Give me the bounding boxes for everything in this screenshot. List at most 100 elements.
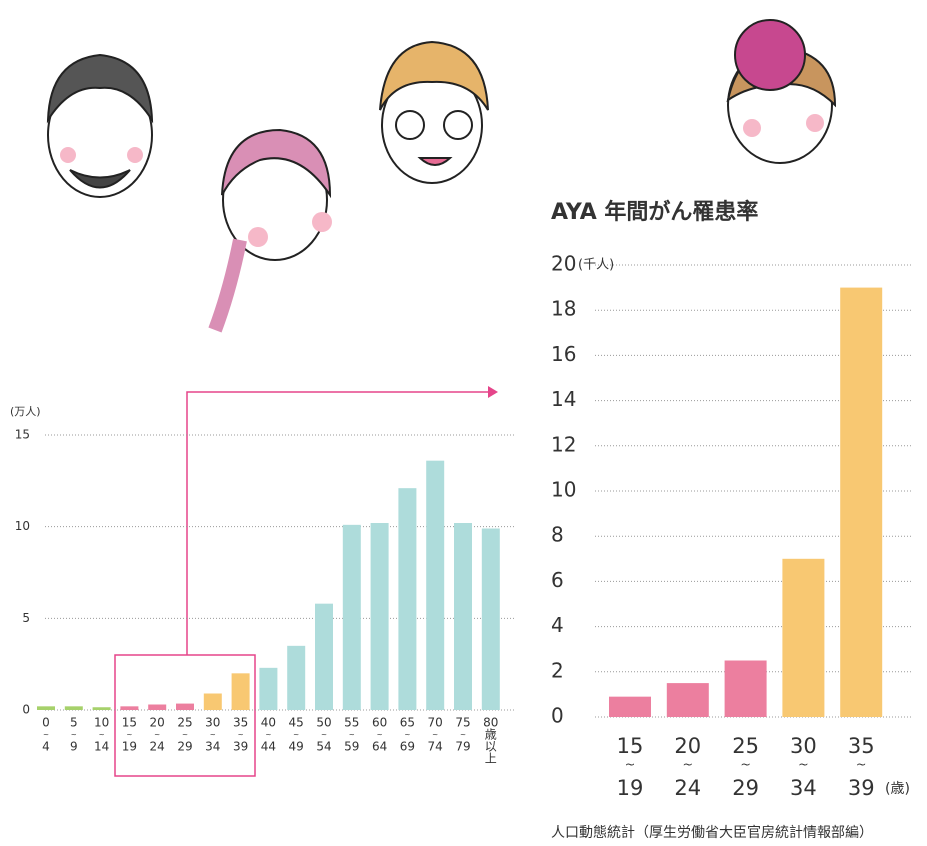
x-tick-label: ~ — [182, 730, 188, 739]
bar — [426, 461, 444, 710]
x-tick-label: ~ — [293, 730, 299, 739]
x-tick-label: 35 — [848, 734, 875, 758]
x-tick-label: ~ — [43, 730, 49, 739]
bar — [287, 646, 305, 710]
x-tick-label: 24 — [674, 776, 701, 800]
x-tick-label: 64 — [372, 740, 387, 754]
x-tick-label: 4 — [42, 740, 50, 754]
x-tick-label: 14 — [94, 740, 109, 754]
x-tick-label: 65 — [400, 716, 415, 730]
x-tick-label: ~ — [740, 757, 751, 772]
x-tick-label: ~ — [321, 730, 327, 739]
x-tick-label: 75 — [455, 716, 470, 730]
x-tick-label: 29 — [732, 776, 759, 800]
bar — [782, 559, 824, 717]
x-tick-label: 49 — [289, 740, 304, 754]
bar — [609, 697, 651, 717]
y-tick-label: 4 — [551, 613, 564, 637]
y-tick-label: 15 — [15, 428, 30, 442]
x-tick-label: 45 — [289, 716, 304, 730]
bar — [176, 704, 194, 710]
highlight-arrow — [187, 392, 490, 655]
bar — [37, 706, 55, 710]
x-tick-label: 19 — [122, 740, 137, 754]
x-tick-label: 15 — [122, 716, 137, 730]
x-tick-label: ~ — [625, 757, 636, 772]
x-tick-label: 25 — [732, 734, 759, 758]
bar — [840, 288, 882, 717]
x-tick-label: 55 — [344, 716, 359, 730]
y-tick-label: 5 — [22, 611, 30, 625]
x-tick-label: 0 — [42, 716, 50, 730]
y-tick-label: 6 — [551, 568, 564, 592]
x-tick-label: 39 — [848, 776, 875, 800]
x-tick-label: 19 — [617, 776, 644, 800]
bar — [65, 706, 83, 710]
y-tick-label: 8 — [551, 523, 564, 547]
bar — [93, 707, 111, 710]
x-tick-label: 9 — [70, 740, 78, 754]
bar — [315, 604, 333, 710]
chart-title: AYA 年間がん罹患率 — [551, 199, 758, 225]
x-tick-label: ~ — [460, 730, 466, 739]
x-tick-label: 30 — [790, 734, 817, 758]
bar — [482, 529, 500, 711]
x-tick-label: 30 — [205, 716, 220, 730]
x-tick-label: 54 — [316, 740, 331, 754]
x-tick-label: ~ — [856, 757, 867, 772]
bar — [120, 706, 138, 710]
x-tick-label: ~ — [683, 757, 694, 772]
bar — [343, 525, 361, 710]
x-tick-label: 74 — [428, 740, 443, 754]
x-tick-label: 15 — [617, 734, 644, 758]
x-tick-label: 20 — [150, 716, 165, 730]
x-tick-label: 60 — [372, 716, 387, 730]
y-tick-label: 14 — [551, 387, 576, 411]
arrow-head — [488, 386, 498, 398]
y-tick-label: 10 — [551, 478, 576, 502]
x-tick-label: 59 — [344, 740, 359, 754]
y-tick-label: 16 — [551, 342, 576, 366]
bar — [204, 694, 222, 711]
bar — [232, 673, 250, 710]
x-tick-label: 50 — [316, 716, 331, 730]
bar — [725, 661, 767, 718]
x-tick-label: 70 — [428, 716, 443, 730]
x-tick-label: ~ — [154, 730, 160, 739]
x-tick-label: 24 — [150, 740, 165, 754]
x-tick-label: 10 — [94, 716, 109, 730]
y-tick-label: 0 — [22, 703, 30, 717]
bar — [454, 523, 472, 710]
infographic: AYA 年間がん罹患率 人口動態統計（厚生労働省大臣官房統計情報部編） 0 5 10… — [0, 0, 927, 846]
bar — [667, 683, 709, 717]
y-unit: (万人) — [10, 405, 41, 418]
bar — [259, 668, 277, 710]
x-tick-label: ~ — [349, 730, 355, 739]
x-tick-label: ~ — [404, 730, 410, 739]
x-tick-label: 5 — [70, 716, 78, 730]
x-tick-label: 34 — [790, 776, 817, 800]
x-tick-label: 34 — [205, 740, 220, 754]
x-tick-label: ~ — [126, 730, 132, 739]
x-tick-label: ~ — [377, 730, 383, 739]
y-tick-label: 20 — [551, 252, 576, 276]
x-tick-label: ~ — [265, 730, 271, 739]
bar — [148, 705, 166, 711]
x-tick-label: 29 — [177, 740, 192, 754]
y-tick-label: 12 — [551, 432, 576, 456]
y-tick-label: 2 — [551, 658, 564, 682]
x-tick-label: 35 — [233, 716, 248, 730]
bar — [371, 523, 389, 710]
x-tick-label: 39 — [233, 740, 248, 754]
x-unit: (歳) — [885, 781, 910, 797]
x-tick-label: ~ — [798, 757, 809, 772]
x-tick-label: ~ — [210, 730, 216, 739]
x-tick-label: 79 — [455, 740, 470, 754]
y-tick-label: 10 — [15, 519, 30, 533]
bar — [398, 488, 416, 710]
x-tick-label: 69 — [400, 740, 415, 754]
source-note: 人口動態統計（厚生労働省大臣官房統計情報部編） — [551, 825, 873, 841]
x-tick-label: 44 — [261, 740, 276, 754]
y-tick-label: 0 — [551, 704, 564, 728]
x-tick-label: 上 — [485, 752, 497, 766]
